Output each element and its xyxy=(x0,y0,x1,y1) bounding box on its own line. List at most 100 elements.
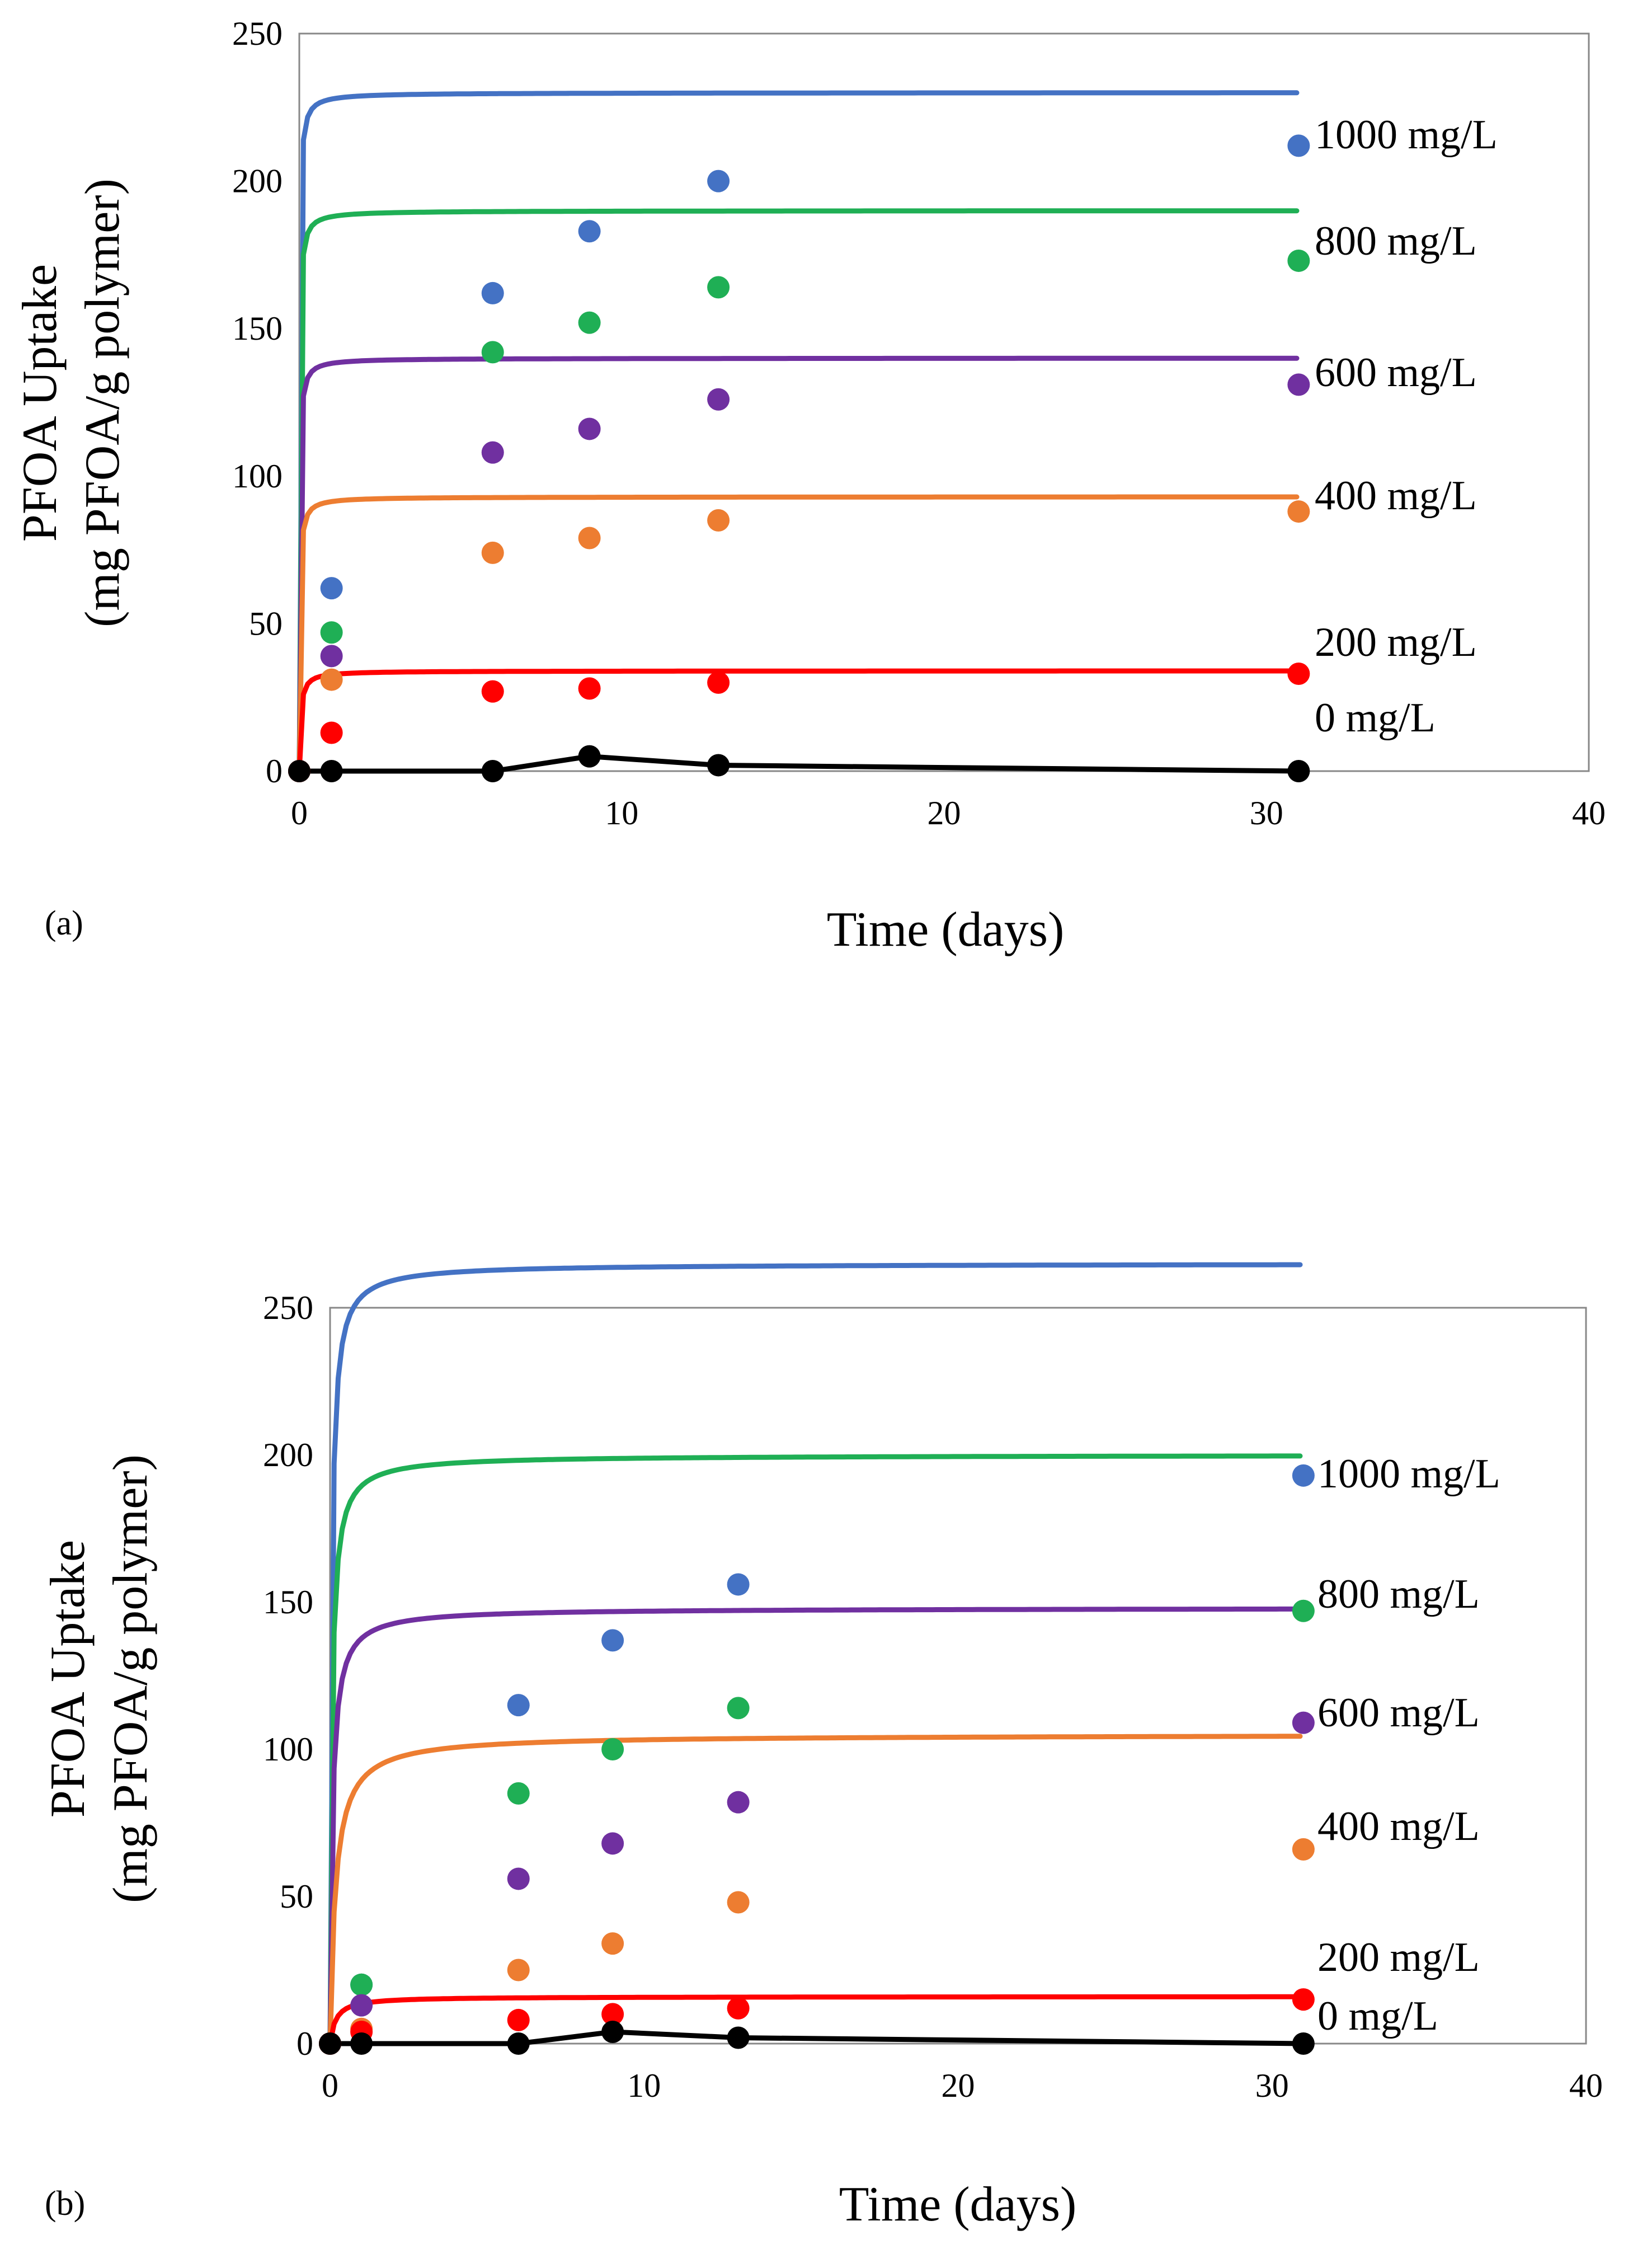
data-point-600-mg-l xyxy=(601,1832,624,1855)
series-curve-200-mg-l xyxy=(297,668,1300,774)
data-point-800-mg-l xyxy=(707,276,730,299)
y-tick-label: 250 xyxy=(232,15,283,52)
data-point-1000-mg-l xyxy=(481,281,504,304)
data-point-200-mg-l xyxy=(320,721,343,744)
data-point-0-mg-l xyxy=(507,2032,530,2055)
x-tick-label: 0 xyxy=(322,2067,338,2104)
panel-label: (a) xyxy=(45,904,83,942)
data-point-600-mg-l xyxy=(727,1791,750,1814)
series-curve-0-mg-l xyxy=(297,754,1301,774)
series-curve-800-mg-l xyxy=(327,1453,1303,2046)
series-curve-200-mg-l xyxy=(327,1994,1303,2046)
data-point-600-mg-l xyxy=(320,645,343,668)
y-tick-label: 250 xyxy=(263,1289,313,1326)
data-point-800-mg-l xyxy=(481,341,504,364)
x-axis-title: Time (days) xyxy=(839,2177,1077,2232)
y-tick-label: 150 xyxy=(232,310,283,347)
y-axis: 0 50 100 150 200 250 xyxy=(232,15,283,790)
x-tick-label: 10 xyxy=(627,2067,661,2104)
y-tick-label: 0 xyxy=(266,753,283,790)
series-labels: 1000 mg/L 800 mg/L 600 mg/L 400 mg/L 200 mg/… xyxy=(1315,112,1498,741)
x-axis: 0 10 20 30 40 xyxy=(322,2067,1603,2104)
data-points xyxy=(288,134,1310,782)
data-point-0-mg-l xyxy=(350,2032,373,2055)
series-labels: 1000 mg/L 800 mg/L 600 mg/L 400 mg/L 200 mg/… xyxy=(1317,1451,1500,2039)
fit-curves xyxy=(297,90,1301,774)
x-tick-label: 10 xyxy=(605,795,638,832)
series-label-0-mg-l: 0 mg/L xyxy=(1315,695,1436,741)
y-tick-label: 150 xyxy=(263,1584,313,1621)
data-point-0-mg-l xyxy=(481,760,504,782)
data-point-200-mg-l xyxy=(481,680,504,703)
data-point-400-mg-l xyxy=(1287,500,1310,523)
data-point-800-mg-l xyxy=(578,311,601,334)
data-point-600-mg-l xyxy=(1287,373,1310,396)
data-point-800-mg-l xyxy=(320,621,343,644)
data-point-400-mg-l xyxy=(727,1891,750,1914)
x-tick-label: 30 xyxy=(1250,795,1283,832)
data-point-0-mg-l xyxy=(320,760,343,782)
y-axis-title-line2: (mg PFOA/g polymer) xyxy=(103,1454,158,1903)
data-point-200-mg-l xyxy=(727,1997,750,2020)
series-label-200-mg-l: 200 mg/L xyxy=(1315,619,1477,665)
y-tick-label: 100 xyxy=(232,458,283,495)
y-tick-label: 100 xyxy=(263,1731,313,1768)
y-tick-label: 50 xyxy=(280,1878,313,1915)
y-axis-title-line2: (mg PFOA/g polymer) xyxy=(76,179,130,627)
x-tick-label: 20 xyxy=(942,2067,975,2104)
data-point-1000-mg-l xyxy=(1287,134,1310,157)
series-label-400-mg-l: 400 mg/L xyxy=(1317,1804,1480,1849)
series-label-200-mg-l: 200 mg/L xyxy=(1317,1934,1480,1980)
data-point-600-mg-l xyxy=(350,1994,373,2017)
y-axis-title-line1: PFOA Uptake xyxy=(41,1540,95,1818)
chart-panel-a: 0 50 100 150 200 250 0 10 20 30 40 1000 mg/L 800 m… xyxy=(13,15,1606,957)
data-point-800-mg-l xyxy=(350,1973,373,1996)
series-curve-600-mg-l xyxy=(297,355,1300,774)
series-curve-400-mg-l xyxy=(327,1734,1303,2046)
x-tick-label: 30 xyxy=(1255,2067,1289,2104)
data-points xyxy=(319,1464,1315,2055)
series-label-1000-mg-l: 1000 mg/L xyxy=(1315,112,1498,158)
data-point-400-mg-l xyxy=(320,668,343,691)
y-tick-label: 50 xyxy=(249,605,283,642)
data-point-400-mg-l xyxy=(601,1932,624,1955)
x-tick-label: 40 xyxy=(1569,2067,1603,2104)
data-point-600-mg-l xyxy=(578,417,601,440)
data-point-0-mg-l xyxy=(1287,760,1310,782)
data-point-1000-mg-l xyxy=(707,170,730,192)
y-tick-label: 200 xyxy=(263,1436,313,1473)
x-tick-label: 40 xyxy=(1572,795,1606,832)
series-curve-1000-mg-l xyxy=(327,1262,1303,2046)
data-point-200-mg-l xyxy=(1292,1988,1315,2011)
data-point-1000-mg-l xyxy=(507,1694,530,1717)
y-axis: 0 50 100 150 200 250 xyxy=(263,1289,313,2062)
series-label-1000-mg-l: 1000 mg/L xyxy=(1317,1451,1500,1497)
data-point-800-mg-l xyxy=(507,1782,530,1805)
x-axis: 0 10 20 30 40 xyxy=(291,795,1606,832)
series-label-600-mg-l: 600 mg/L xyxy=(1317,1690,1480,1736)
data-point-1000-mg-l xyxy=(727,1573,750,1596)
data-point-200-mg-l xyxy=(578,677,601,700)
series-curve-0-mg-l xyxy=(327,2029,1306,2046)
data-point-1000-mg-l xyxy=(578,220,601,243)
data-point-400-mg-l xyxy=(507,1959,530,1981)
y-tick-label: 0 xyxy=(297,2025,313,2062)
data-point-0-mg-l xyxy=(727,2026,750,2049)
data-point-200-mg-l xyxy=(507,2008,530,2031)
data-point-1000-mg-l xyxy=(320,577,343,600)
series-label-0-mg-l: 0 mg/L xyxy=(1317,1993,1438,2039)
data-point-0-mg-l xyxy=(319,2032,341,2055)
series-curve-400-mg-l xyxy=(297,494,1300,774)
data-point-0-mg-l xyxy=(578,745,601,768)
data-point-1000-mg-l xyxy=(1292,1464,1315,1487)
data-point-1000-mg-l xyxy=(601,1629,624,1652)
chart-panel-b: 0 50 100 150 200 250 0 10 20 30 40 1000 mg/L 800 m… xyxy=(41,1262,1603,2232)
series-curve-1000-mg-l xyxy=(297,90,1300,774)
series-label-600-mg-l: 600 mg/L xyxy=(1315,350,1477,396)
data-point-400-mg-l xyxy=(481,541,504,564)
data-point-800-mg-l xyxy=(1287,249,1310,272)
data-point-200-mg-l xyxy=(601,2003,624,2026)
data-point-400-mg-l xyxy=(578,527,601,550)
x-tick-label: 20 xyxy=(928,795,961,832)
